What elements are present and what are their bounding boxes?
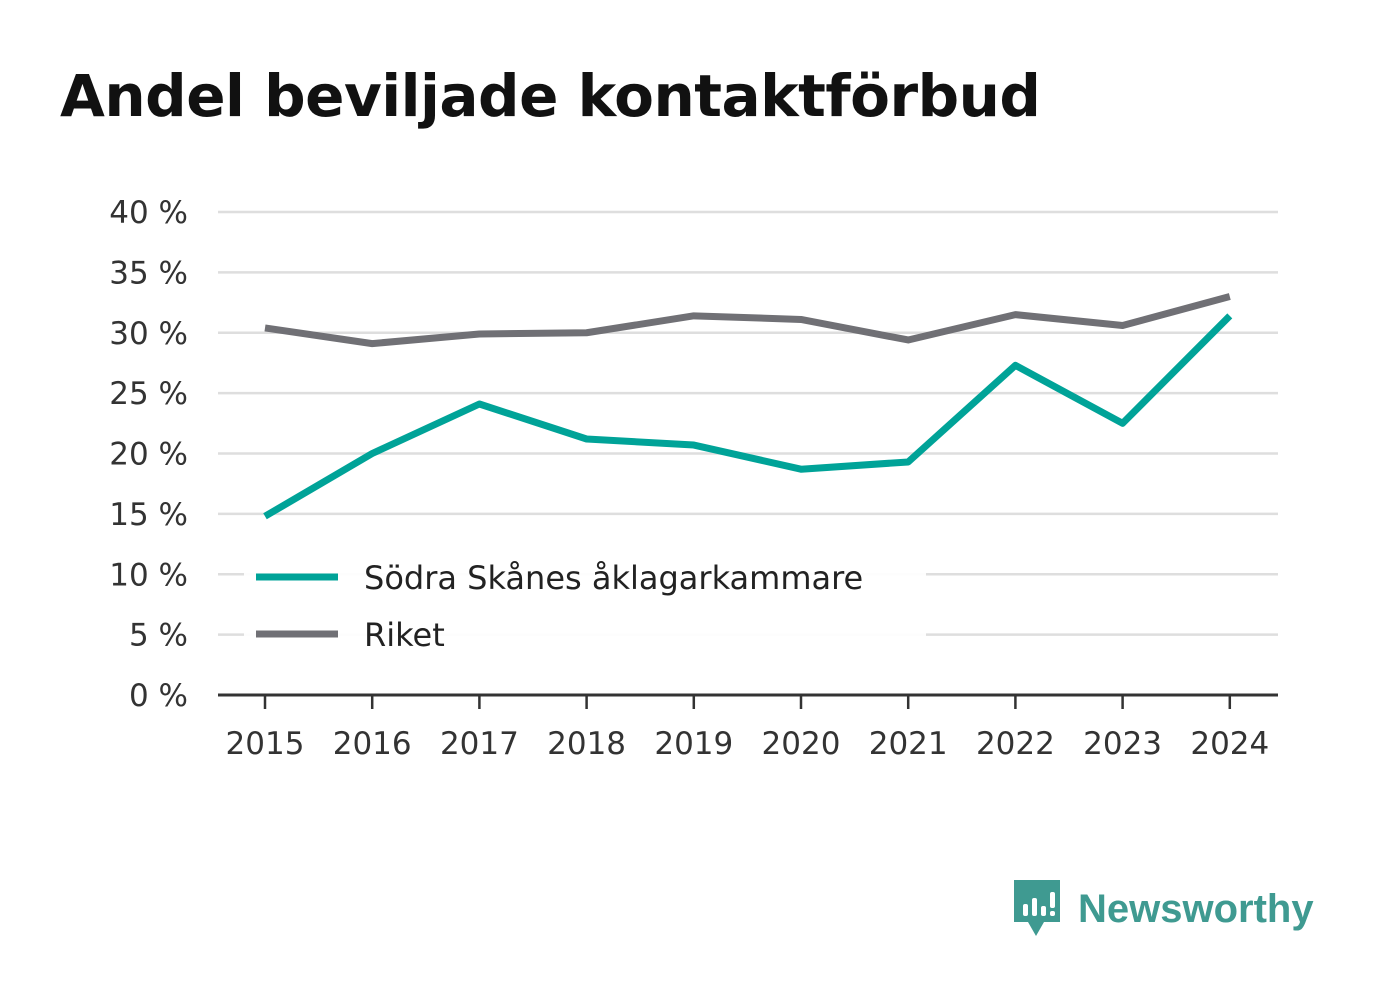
x-tick-label: 2024	[1190, 726, 1269, 762]
x-tick-label: 2017	[440, 726, 519, 762]
y-tick-label: 0 %	[129, 678, 188, 714]
x-tick-label: 2018	[547, 726, 626, 762]
y-tick-label: 20 %	[109, 437, 188, 473]
legend-label-1: Riket	[364, 616, 445, 654]
legend-background	[244, 548, 926, 660]
x-axis	[218, 693, 1278, 709]
series-lines	[263, 293, 1233, 520]
y-tick-label: 30 %	[109, 316, 188, 352]
y-tick-label: 10 %	[109, 557, 188, 593]
x-tick-label: 2022	[976, 726, 1055, 762]
y-tick-label: 25 %	[109, 376, 188, 412]
x-tick-label: 2016	[333, 726, 412, 762]
x-tick-labels: 2015 2016 2017 2018 2019 2020 2021 2022 2023 2024	[226, 726, 1270, 762]
x-tick-label: 2021	[869, 726, 948, 762]
legend: Södra Skånes åklagarkammare Riket	[244, 548, 926, 660]
legend-label-0: Södra Skånes åklagarkammare	[364, 559, 863, 597]
y-tick-labels: 0 % 5 % 10 % 15 % 20 % 25 % 30 % 35 % 40 %	[109, 195, 188, 714]
y-tick-label: 35 %	[109, 255, 188, 291]
x-tick-label: 2015	[226, 726, 305, 762]
newsworthy-logo-icon	[1014, 880, 1060, 936]
brand-logo: Newsworthy	[1012, 878, 1314, 940]
x-tick-label: 2023	[1083, 726, 1162, 762]
y-tick-label: 15 %	[109, 497, 188, 533]
x-tick-label: 2019	[654, 726, 733, 762]
series-line-0	[263, 313, 1233, 520]
series-line-1	[264, 293, 1231, 348]
y-tick-label: 5 %	[129, 618, 188, 654]
chart-title: Andel beviljade kontaktförbud	[60, 62, 1041, 130]
x-tick-label: 2020	[762, 726, 841, 762]
y-tick-label: 40 %	[109, 195, 188, 231]
brand-name: Newsworthy	[1078, 886, 1314, 931]
